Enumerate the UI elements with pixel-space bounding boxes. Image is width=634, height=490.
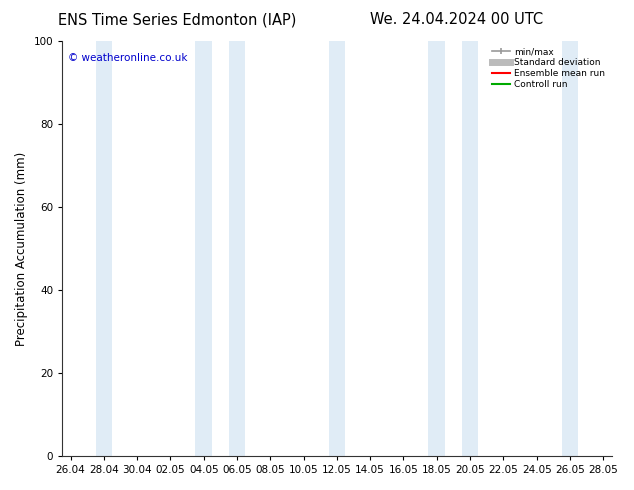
Bar [195,41,212,456]
Bar [96,41,112,456]
Legend: min/max, Standard deviation, Ensemble mean run, Controll run: min/max, Standard deviation, Ensemble me… [490,46,607,91]
Text: We. 24.04.2024 00 UTC: We. 24.04.2024 00 UTC [370,12,543,27]
Text: © weatheronline.co.uk: © weatheronline.co.uk [68,53,187,64]
Bar [562,41,578,456]
Y-axis label: Precipitation Accumulation (mm): Precipitation Accumulation (mm) [15,151,28,345]
Bar [462,41,479,456]
Text: ENS Time Series Edmonton (IAP): ENS Time Series Edmonton (IAP) [58,12,297,27]
Bar [229,41,245,456]
Bar [429,41,445,456]
Bar [328,41,345,456]
